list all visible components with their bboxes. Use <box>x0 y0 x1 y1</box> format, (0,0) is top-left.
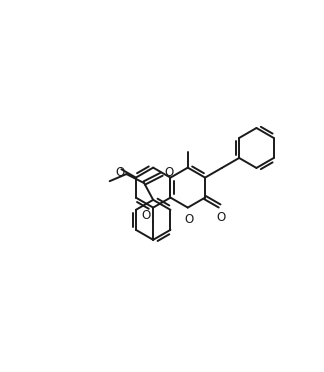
Text: O: O <box>216 211 226 224</box>
Text: O: O <box>141 209 151 222</box>
Text: O: O <box>165 166 174 179</box>
Text: O: O <box>184 213 193 226</box>
Text: O: O <box>115 166 124 179</box>
